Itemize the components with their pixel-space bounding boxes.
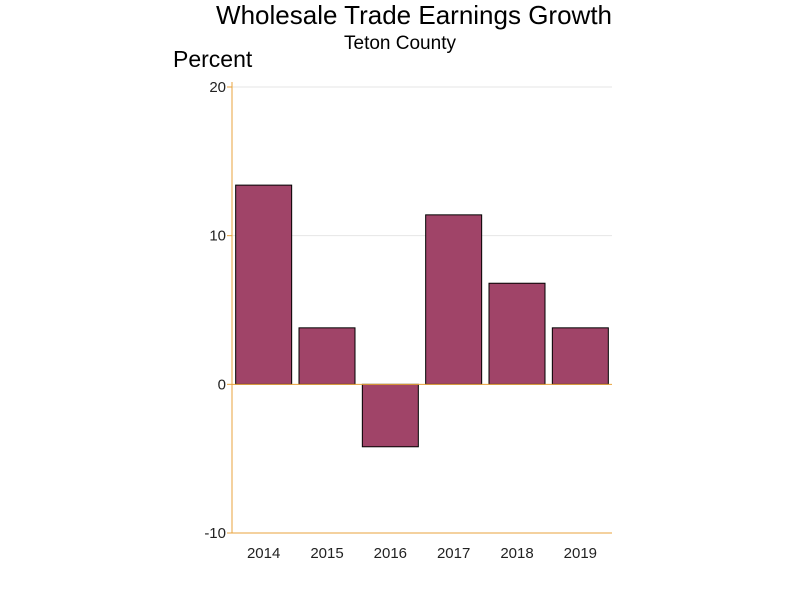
y-tick-label: 10 (209, 228, 226, 245)
y-tick-label: 20 (209, 79, 226, 96)
chart-title: Wholesale Trade Earnings Growth (216, 0, 612, 30)
y-tick-label: 0 (218, 376, 226, 393)
x-tick-label: 2016 (374, 545, 407, 562)
bar-2014 (235, 184, 293, 385)
bar-2017 (425, 214, 483, 385)
bar-2018 (488, 282, 546, 385)
bars (235, 184, 609, 448)
y-axis-label: Percent (173, 46, 253, 72)
x-tick-label: 2015 (310, 545, 343, 562)
chart-subtitle: Teton County (344, 33, 456, 54)
x-tick-label: 2018 (500, 545, 533, 562)
x-tick-label: 2019 (564, 545, 597, 562)
bar-2019 (551, 327, 609, 385)
bar-2016 (361, 383, 419, 448)
x-tick-label: 2017 (437, 545, 470, 562)
axes (227, 82, 612, 534)
x-tick-label: 2014 (247, 545, 280, 562)
bar-2015 (298, 327, 356, 385)
tick-labels: -10 0 10 20 2014 2015 2016 2017 2018 2019 (204, 79, 597, 562)
y-tick-label: -10 (204, 525, 226, 542)
